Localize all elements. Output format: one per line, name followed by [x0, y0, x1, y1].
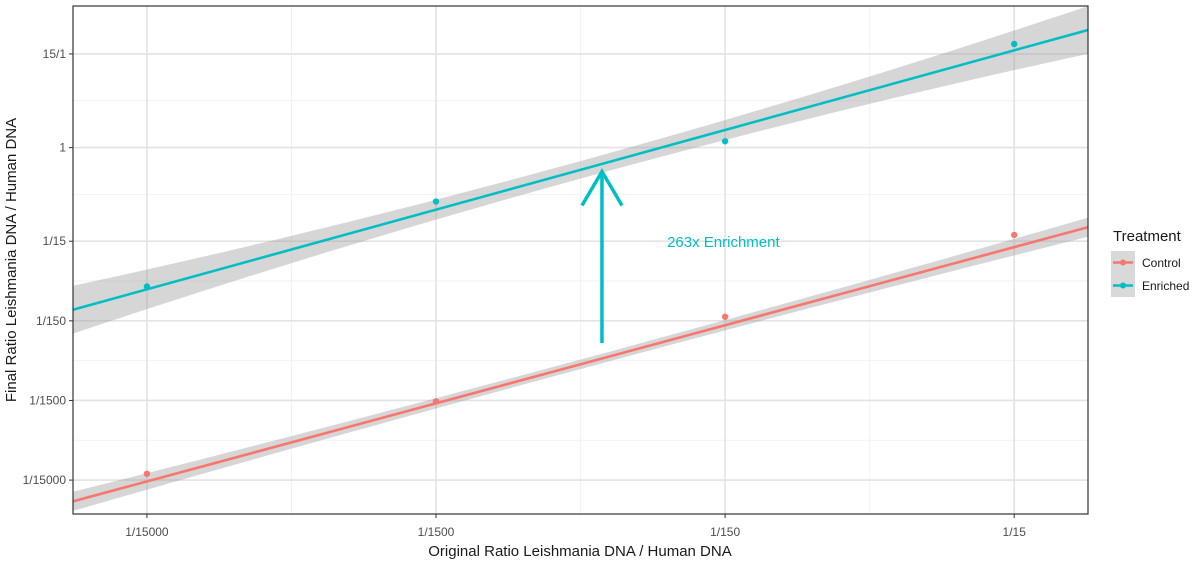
x-tick-label: 1/150	[710, 525, 740, 539]
x-axis-ticks: 1/15000 1/1500 1/150 1/15	[125, 514, 1026, 539]
grid-major	[73, 6, 1088, 514]
x-tick-label: 1/1500	[418, 525, 455, 539]
data-point-control	[1011, 231, 1018, 239]
plot-border	[72, 5, 1089, 515]
data-point-enriched	[721, 138, 729, 145]
legend-label: Enriched	[1142, 279, 1189, 293]
y-tick-label: 1/150	[36, 314, 66, 328]
data-point-enriched	[432, 198, 440, 205]
fit-lines	[73, 28, 1088, 503]
data-points	[143, 40, 1018, 477]
x-axis-title: Original Ratio Leishmania DNA / Human DN…	[428, 543, 731, 560]
y-axis-ticks: 1/15000 1/1500 1/150 1/15 1 15/1	[23, 47, 73, 487]
legend: Treatment Control Enriched	[1111, 228, 1189, 297]
data-point-enriched	[143, 283, 151, 290]
legend-title: Treatment	[1113, 228, 1182, 245]
legend-key-point	[1120, 282, 1126, 289]
fit-line-control	[73, 225, 1088, 503]
x-tick-label: 1/15000	[125, 525, 169, 539]
y-tick-label: 1/15000	[23, 473, 67, 487]
legend-label: Control	[1142, 256, 1181, 270]
y-tick-label: 15/1	[43, 47, 67, 61]
data-point-control	[143, 470, 151, 477]
data-point-control	[721, 313, 729, 320]
annotations: 263x Enrichment	[580, 168, 780, 344]
y-tick-label: 1/15	[43, 234, 67, 248]
y-tick-label: 1	[59, 141, 66, 155]
fit-line-enriched	[73, 28, 1088, 311]
data-point-control	[432, 398, 440, 405]
enrichment-label: 263x Enrichment	[667, 234, 780, 251]
enrichment-arrow-head	[580, 168, 624, 207]
legend-item-enriched: Enriched	[1111, 274, 1189, 297]
legend-item-control: Control	[1111, 251, 1181, 274]
legend-key-point	[1120, 259, 1126, 266]
y-tick-label: 1/1500	[29, 393, 66, 407]
y-axis-title: Final Ratio Leishmania DNA / Human DNA	[3, 118, 20, 402]
x-tick-label: 1/15	[1003, 525, 1027, 539]
data-point-enriched	[1011, 40, 1018, 48]
